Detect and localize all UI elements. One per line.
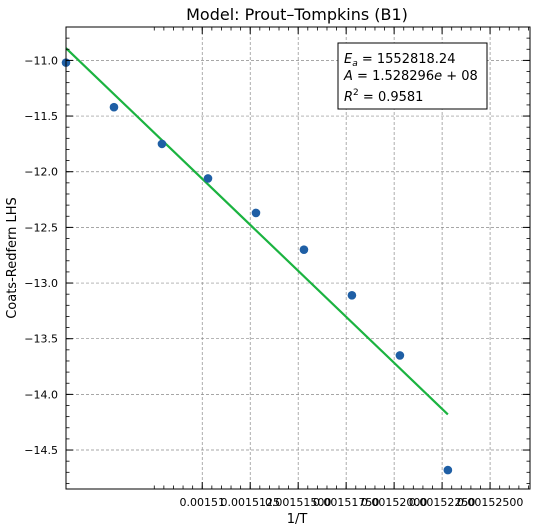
r2-superscript: 2 bbox=[353, 88, 359, 98]
data-point bbox=[109, 102, 119, 112]
data-point bbox=[443, 465, 453, 475]
ea-subscript: a bbox=[352, 59, 358, 69]
y-tick-label: −14.5 bbox=[24, 444, 58, 457]
data-point bbox=[299, 245, 309, 254]
a-exponent-value: + 08 bbox=[442, 69, 478, 84]
annotation-r2: R2 = 0.9581 bbox=[344, 88, 423, 105]
r2-value: = 0.9581 bbox=[359, 90, 424, 105]
y-tick-labels: −14.5 −14.0 −13.5 −13.0 −12.5 −12.0 −11.5 −11.0 bbox=[24, 54, 58, 457]
data-point bbox=[347, 290, 357, 300]
a-value: = 1.528296 bbox=[353, 69, 434, 84]
grid bbox=[66, 27, 530, 489]
y-tick-label: −11.5 bbox=[24, 110, 58, 123]
x-tick-label: 0.00152000 bbox=[361, 496, 427, 509]
annotation-frame bbox=[337, 42, 488, 110]
y-tick-label: −11.0 bbox=[24, 54, 58, 67]
annotation-ea: Ea = 1552818.24 bbox=[344, 52, 455, 69]
y-tick-label: −14.0 bbox=[24, 388, 58, 401]
x-tick-label: 0.00152500 bbox=[457, 496, 523, 509]
data-point bbox=[395, 351, 405, 360]
x-axis-label: 1/T bbox=[287, 512, 308, 527]
data-point bbox=[251, 208, 261, 218]
y-tick-label: −12.5 bbox=[24, 221, 58, 234]
r2-symbol: R bbox=[344, 90, 353, 105]
plot-frame bbox=[65, 26, 531, 490]
y-tick-label: −13.0 bbox=[24, 277, 58, 290]
ea-value: = 1552818.24 bbox=[358, 52, 456, 67]
x-tick-label: 0.0015125 bbox=[220, 496, 280, 509]
x-tick-label: 0.00152250 bbox=[409, 496, 475, 509]
x-tick-label: 0.00151 bbox=[179, 496, 225, 509]
y-axis-label: Coats-Redfern LHS bbox=[5, 197, 20, 319]
annotation-a: A = 1.528296e + 08 bbox=[343, 69, 478, 84]
x-tick-label: 0.00151750 bbox=[313, 496, 379, 509]
data-point bbox=[203, 174, 213, 183]
ea-symbol: E bbox=[344, 52, 353, 67]
fit-line bbox=[65, 47, 449, 416]
y-tick-label: −12.0 bbox=[24, 166, 58, 179]
chart-title: Model: Prout–Tompkins (B1) bbox=[186, 5, 408, 24]
x-tick-label: 0.00151500 bbox=[265, 496, 331, 509]
a-symbol: A bbox=[343, 69, 353, 84]
ticks-layer bbox=[66, 26, 530, 489]
data-point bbox=[157, 139, 167, 149]
data-points-layer bbox=[61, 58, 453, 475]
y-tick-label: −13.5 bbox=[24, 333, 58, 346]
fit-annotation-box: Ea = 1552818.24 A = 1.528296e + 08 R2 = … bbox=[337, 42, 488, 110]
x-tick-labels: 0.001510.00151250.001515000.001517500.00… bbox=[179, 496, 523, 509]
a-exponent-symbol: e bbox=[434, 69, 442, 84]
fit-line-layer bbox=[65, 47, 449, 416]
